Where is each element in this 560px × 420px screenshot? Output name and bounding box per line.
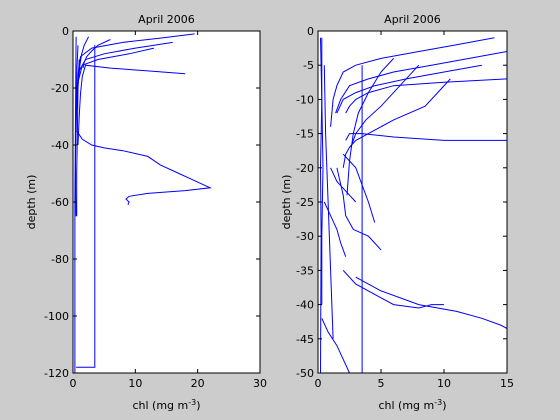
- x-tick-label: 5: [378, 377, 385, 390]
- series-line-5: [76, 130, 212, 205]
- series-line-18: [330, 167, 357, 203]
- y-tick-label: 0: [307, 25, 314, 38]
- y-tick-label: -20: [51, 82, 69, 95]
- y-tick-label: -15: [296, 128, 314, 141]
- y-tick-label: -100: [44, 310, 69, 323]
- x-tick-label: 10: [437, 377, 451, 390]
- series-line-6: [350, 64, 420, 148]
- plot-area: [318, 31, 507, 373]
- y-tick-label: -35: [296, 264, 314, 277]
- y-tick-label: -40: [51, 139, 69, 152]
- series-line-8: [78, 36, 90, 74]
- x-tick-label: 15: [500, 377, 514, 390]
- series-line-10: [342, 270, 444, 309]
- y-tick-label: -80: [51, 253, 69, 266]
- y-tick-label: -60: [51, 196, 69, 209]
- y-axis-label: depth (m): [25, 175, 38, 230]
- x-axis-label: chl (mg m-3): [132, 398, 200, 413]
- series-line-7: [76, 59, 80, 217]
- series-line-4: [77, 64, 186, 146]
- series-group: [319, 37, 507, 373]
- chart-title: April 2006: [138, 13, 195, 26]
- series-line-3: [336, 64, 482, 114]
- series-line-9: [82, 39, 111, 69]
- series-line-16: [324, 65, 363, 373]
- chart-title: April 2006: [384, 13, 441, 26]
- series-line-13: [323, 65, 334, 339]
- x-tick-label: 20: [191, 377, 205, 390]
- y-tick-label: -40: [296, 299, 314, 312]
- x-tick-label: 0: [70, 377, 77, 390]
- y-tick-label: -30: [296, 230, 314, 243]
- y-tick-label: -10: [296, 93, 314, 106]
- chart-panel-1: 0 10 20 30 0 -20 -40 -60 -80 -100 -120 April 2006 ch…: [25, 13, 267, 412]
- y-tick-label: 0: [62, 25, 69, 38]
- series-line-5: [342, 78, 451, 168]
- series-line-1: [330, 37, 495, 127]
- series-line-17: [346, 58, 394, 196]
- series-line-11: [74, 36, 77, 373]
- y-tick-label: -25: [296, 196, 314, 209]
- series-line-12: [321, 318, 350, 373]
- chart-panel-2: 0 5 10 15 0 -5 -10 -15 -20 -25 -30 -35 -40 -45 -50 Apri…: [280, 13, 514, 412]
- series-line-8: [342, 153, 376, 223]
- y-tick-label: -5: [303, 59, 314, 72]
- x-tick-label: 30: [253, 377, 267, 390]
- y-tick-label: -45: [296, 333, 314, 346]
- x-tick-label: 10: [128, 377, 142, 390]
- series-line-10: [76, 45, 96, 368]
- series-line-7: [345, 133, 507, 141]
- x-axis-label: chl (mg m-3): [378, 398, 446, 413]
- x-tick-label: 0: [315, 377, 322, 390]
- series-line-9: [336, 167, 382, 251]
- y-axis-label: depth (m): [280, 175, 293, 230]
- series-line-2: [335, 51, 507, 114]
- y-tick-label: -20: [296, 162, 314, 175]
- y-tick-label: -50: [296, 367, 314, 380]
- y-tick-label: -120: [44, 367, 69, 380]
- series-group: [74, 33, 212, 373]
- series-line-11: [355, 276, 507, 329]
- series-line-19: [323, 201, 347, 257]
- plot-area: [73, 31, 260, 373]
